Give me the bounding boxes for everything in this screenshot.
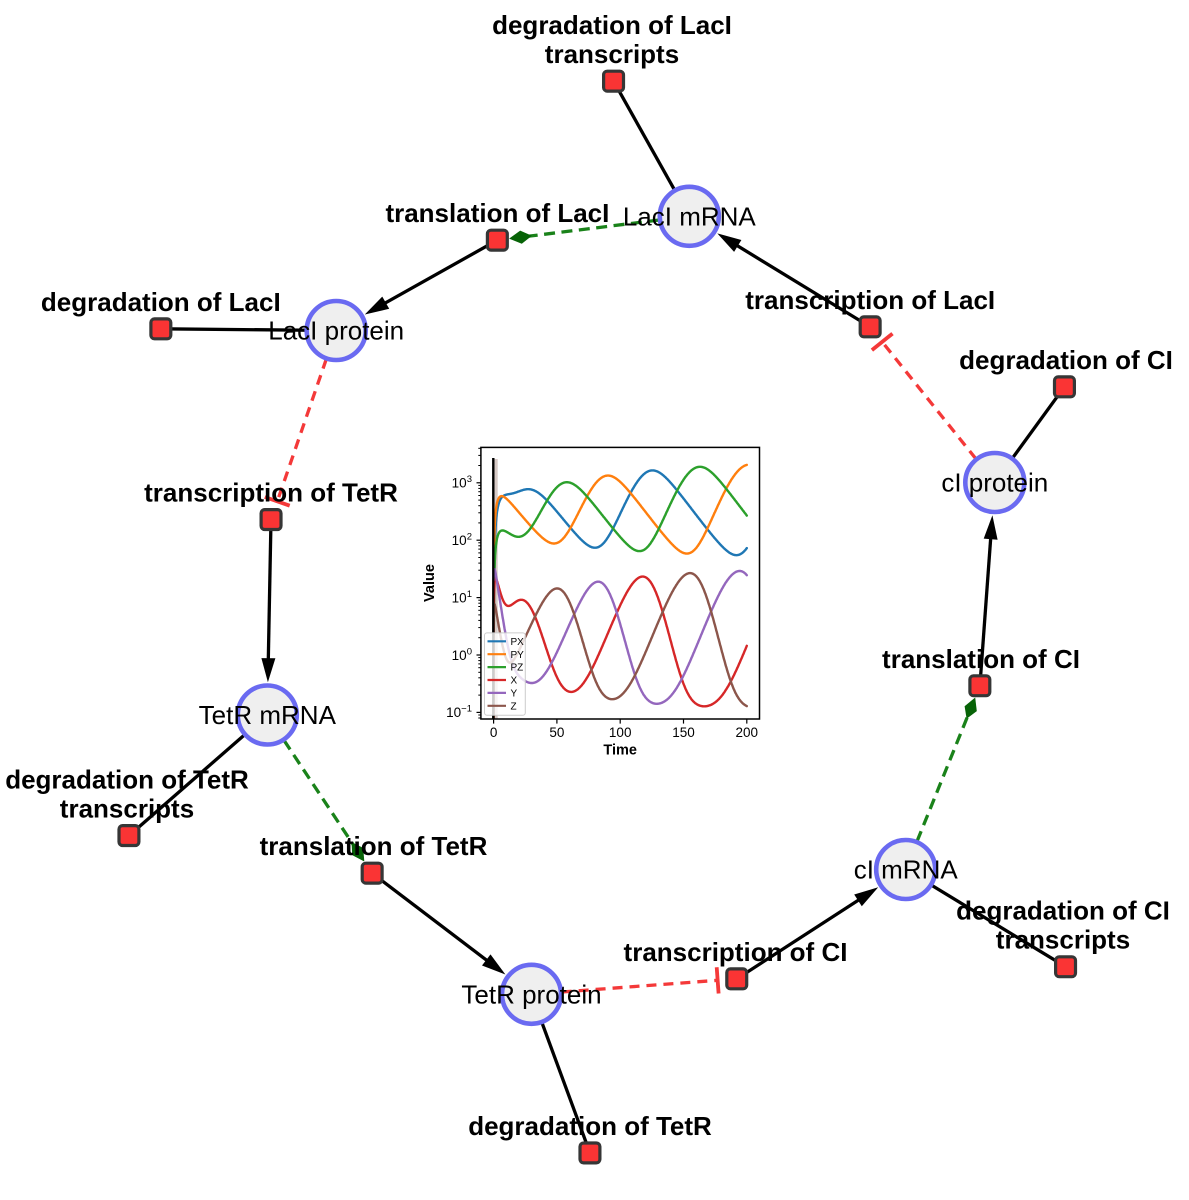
svg-text:cI mRNA: cI mRNA bbox=[854, 855, 959, 885]
svg-text:degradation of CI: degradation of CI bbox=[959, 345, 1173, 375]
svg-text:PZ: PZ bbox=[511, 663, 524, 674]
svg-text:transcripts: transcripts bbox=[545, 39, 679, 69]
svg-text:100: 100 bbox=[452, 646, 472, 663]
svg-text:Time: Time bbox=[603, 743, 637, 759]
svg-text:101: 101 bbox=[452, 589, 472, 606]
svg-text:translation of TetR: translation of TetR bbox=[260, 831, 488, 861]
svg-text:100: 100 bbox=[609, 725, 632, 740]
svg-text:102: 102 bbox=[452, 532, 472, 549]
svg-text:translation of LacI: translation of LacI bbox=[385, 198, 609, 228]
svg-text:TetR protein: TetR protein bbox=[461, 980, 601, 1010]
svg-text:TetR mRNA: TetR mRNA bbox=[199, 700, 337, 730]
svg-text:degradation of TetR: degradation of TetR bbox=[5, 765, 249, 795]
svg-text:degradation of LacI: degradation of LacI bbox=[41, 287, 281, 317]
svg-text:Value: Value bbox=[422, 564, 438, 602]
svg-text:Y: Y bbox=[511, 689, 518, 700]
svg-text:degradation of LacI: degradation of LacI bbox=[492, 10, 732, 40]
svg-text:transcription of LacI: transcription of LacI bbox=[745, 285, 995, 315]
svg-text:transcripts: transcripts bbox=[60, 794, 194, 824]
svg-text:103: 103 bbox=[452, 474, 472, 491]
svg-text:PY: PY bbox=[511, 650, 525, 661]
svg-text:10−1: 10−1 bbox=[446, 704, 472, 721]
svg-text:LacI mRNA: LacI mRNA bbox=[623, 202, 757, 232]
svg-text:50: 50 bbox=[549, 725, 564, 740]
svg-text:cI protein: cI protein bbox=[941, 468, 1048, 498]
svg-text:0: 0 bbox=[490, 725, 498, 740]
svg-text:transcription of CI: transcription of CI bbox=[624, 937, 848, 967]
svg-text:150: 150 bbox=[672, 725, 695, 740]
svg-text:Z: Z bbox=[511, 701, 517, 712]
svg-text:degradation of TetR: degradation of TetR bbox=[468, 1111, 712, 1141]
svg-text:LacI protein: LacI protein bbox=[268, 316, 404, 346]
svg-text:transcription of TetR: transcription of TetR bbox=[144, 478, 398, 508]
svg-text:transcripts: transcripts bbox=[996, 925, 1130, 955]
svg-text:PX: PX bbox=[511, 637, 525, 648]
svg-text:X: X bbox=[511, 676, 518, 687]
svg-text:degradation of CI: degradation of CI bbox=[956, 896, 1170, 926]
svg-text:translation of CI: translation of CI bbox=[882, 644, 1080, 674]
svg-text:200: 200 bbox=[736, 725, 759, 740]
